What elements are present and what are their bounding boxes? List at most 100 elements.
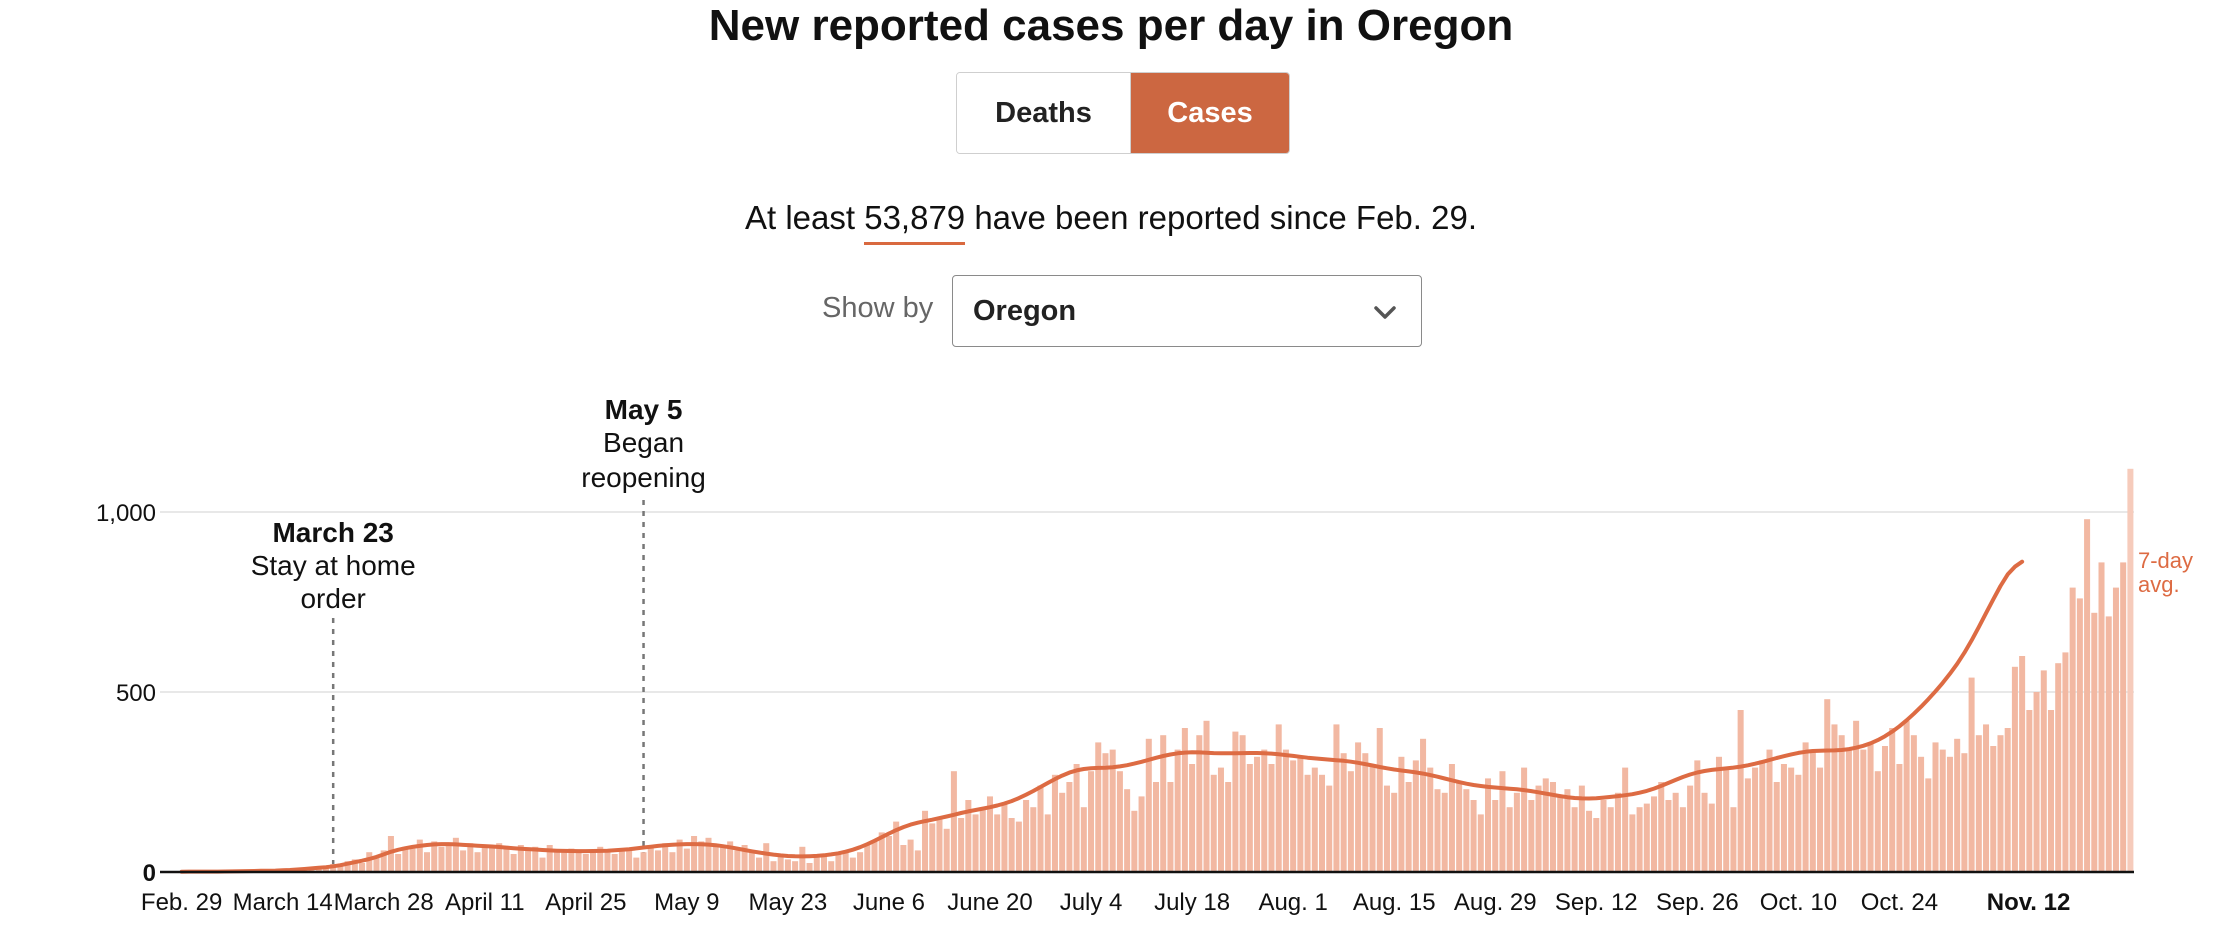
bar (582, 854, 589, 872)
x-tick-label: June 20 (947, 889, 1032, 916)
bar (568, 848, 575, 872)
region-select-value: Oregon (973, 295, 1077, 327)
bar (2069, 587, 2076, 872)
bar (950, 771, 957, 872)
bar (734, 850, 741, 872)
bar (741, 845, 748, 872)
bar (1715, 756, 1722, 872)
bar (2004, 728, 2011, 872)
bar (1044, 814, 1051, 872)
bar (1752, 767, 1759, 872)
x-tick-label: Nov. 12 (1987, 889, 2071, 916)
bar (1954, 738, 1961, 872)
bar (965, 800, 972, 872)
bar (1152, 782, 1160, 872)
bar (474, 852, 481, 872)
bar (900, 845, 907, 872)
bar (1521, 767, 1528, 872)
bar (1196, 735, 1203, 872)
annotation-line1: Stay at home (251, 550, 416, 581)
bar (1304, 774, 1311, 872)
x-tick-label: July 4 (1060, 889, 1123, 916)
bar (1441, 792, 1448, 872)
x-tick-label: April 25 (545, 889, 626, 916)
bar (1095, 742, 1102, 872)
bar (431, 841, 438, 872)
bar (1643, 803, 1650, 872)
cases-button[interactable]: Cases (1131, 73, 1289, 153)
bar (849, 857, 856, 872)
bar (820, 855, 827, 872)
bar (1080, 807, 1087, 872)
bar (1780, 764, 1787, 872)
bar (1145, 738, 1152, 872)
bar (553, 850, 560, 872)
bar (1340, 753, 1347, 872)
bar (2098, 562, 2105, 872)
bar (1420, 738, 1427, 872)
bar (488, 846, 495, 872)
bar (1997, 735, 2004, 872)
bar (1903, 720, 1910, 872)
bar (1528, 800, 1535, 872)
bar (1492, 800, 1499, 872)
y-tick-label: 500 (116, 680, 156, 707)
bar (1600, 800, 1607, 872)
bar (1629, 814, 1636, 872)
bar (2033, 692, 2040, 872)
bar (373, 855, 380, 872)
bar (366, 852, 373, 872)
bar (979, 807, 986, 872)
bar (835, 854, 842, 872)
bar (1571, 807, 1578, 872)
bar (1679, 807, 1686, 872)
chevron-down-icon (1374, 306, 1396, 319)
bar (1658, 782, 1665, 872)
x-tick-label: Feb. 29 (141, 889, 222, 916)
bar (1506, 807, 1513, 872)
bar (1160, 735, 1167, 872)
bar (510, 854, 517, 872)
deaths-button[interactable]: Deaths (957, 73, 1131, 153)
bar (539, 857, 546, 872)
bar (1311, 767, 1318, 872)
bar (1376, 728, 1383, 872)
bar (1607, 807, 1614, 872)
annotation-line1: Began (603, 427, 684, 458)
bar (1355, 742, 1362, 872)
bar (1102, 753, 1109, 872)
bar (1542, 778, 1549, 872)
bar (467, 843, 474, 872)
bar (611, 854, 618, 872)
bar (763, 843, 770, 872)
bar (525, 850, 532, 872)
bar (1088, 771, 1095, 872)
bar (1889, 728, 1896, 872)
bar (1773, 782, 1780, 872)
bar (756, 857, 763, 872)
bar (1073, 764, 1080, 872)
bar (532, 846, 539, 872)
x-tick-label: Sep. 12 (1555, 889, 1638, 916)
region-select[interactable]: Oregon (952, 275, 1422, 347)
bar (561, 852, 568, 872)
line-label-7day: 7-day (2138, 548, 2193, 573)
bar (698, 841, 705, 872)
bar (972, 814, 979, 872)
bar (871, 841, 878, 872)
annotation-date: March 23 (272, 517, 393, 548)
bar (986, 796, 994, 872)
bar (1737, 710, 1744, 872)
bar (575, 850, 582, 872)
bar (647, 845, 654, 872)
bar (885, 836, 892, 872)
bar (1261, 749, 1268, 872)
bar (1853, 720, 1860, 872)
bar (2047, 710, 2055, 872)
bar (1593, 818, 1600, 872)
bar (1809, 749, 1816, 872)
bar (409, 848, 416, 872)
bar (907, 839, 914, 872)
bar (2127, 468, 2134, 872)
bar (799, 846, 806, 872)
